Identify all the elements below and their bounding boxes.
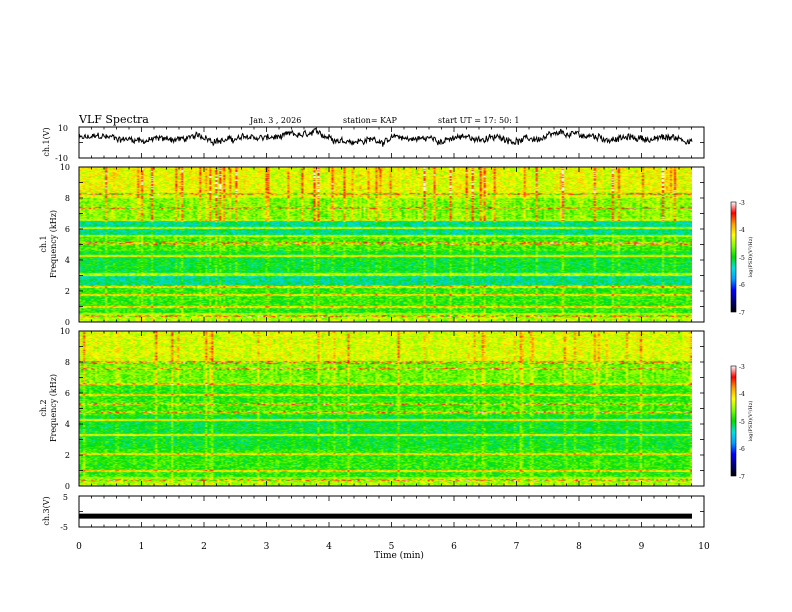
- ch2-colorbar-tick-m7: -7: [739, 474, 745, 481]
- time-tick-5: 5: [389, 542, 395, 552]
- ch2-freq-tick-10: 10: [60, 327, 70, 336]
- ch1-colorbar-label: log(PSD)(V²/Hz): [747, 237, 754, 278]
- ch2-colorbar-label: log(PSD)(V²/Hz): [747, 401, 754, 442]
- figure-title: VLF Spectra: [78, 113, 149, 126]
- ch3-ticks: [78, 495, 705, 528]
- date-label: Jan. 3 , 2026: [249, 116, 301, 125]
- ch1-freq-tick-0: 0: [65, 318, 70, 327]
- station-label: station= KAP: [343, 116, 398, 125]
- time-axis: 0 1 2 3 4 5 6 7 8 9 10 Time (min): [76, 542, 710, 561]
- ch1-colorbar-tick-m7: -7: [739, 310, 745, 317]
- ch2-colorbar-tick-m3: -3: [739, 364, 745, 371]
- ch3-ytick-bottom: -5: [60, 523, 68, 532]
- ch2-freq-tick-0: 0: [65, 482, 70, 491]
- ch1-colorbar-tick-m3: -3: [739, 200, 745, 207]
- ch1-spectrogram-ticks: [78, 166, 705, 323]
- ch1-colorbar-tick-m4: -4: [739, 227, 745, 234]
- start-time-label: start UT = 17: 50: 1: [438, 116, 519, 125]
- ch2-freq-tick-4: 4: [65, 420, 70, 429]
- ch2-colorbar-tick-m6: -6: [739, 446, 745, 453]
- ch2-colorbar-tick-m4: -4: [739, 391, 745, 398]
- ch2-freq-tick-2: 2: [65, 451, 70, 460]
- ch1-freq-tick-8: 8: [65, 194, 70, 203]
- time-tick-8: 8: [576, 542, 582, 552]
- ch2-freq-tick-6: 6: [65, 389, 70, 398]
- ch1-spectrogram-image: [79, 167, 692, 322]
- time-tick-0: 0: [76, 542, 82, 552]
- ch1-freq-tick-6: 6: [65, 225, 70, 234]
- ch1-freq-tick-2: 2: [65, 287, 70, 296]
- ch3-ytick-top: 5: [63, 493, 68, 502]
- ch1-colorbar-tick-m6: -6: [739, 282, 745, 289]
- time-tick-7: 7: [514, 542, 520, 552]
- ch1-spectrogram-panel: 0 2 4 6 8 10 ch.1 Frequency (kHz): [39, 163, 705, 327]
- time-tick-6: 6: [451, 542, 457, 552]
- ch2-colorbar-bar: [730, 365, 737, 477]
- ch1-waveform-panel: 10 -10 ch.1(V): [42, 124, 705, 163]
- ch1-ylabel: ch.1(V): [42, 127, 51, 156]
- ch1-ticks: [78, 126, 705, 159]
- time-tick-2: 2: [201, 542, 207, 552]
- ch1-colorbar-bar: [730, 201, 737, 313]
- ch1-spectrogram-ylabel: Frequency (kHz): [49, 210, 58, 278]
- ch1-freq-tick-10: 10: [60, 163, 70, 172]
- ch2-spectrogram-image: [79, 331, 692, 486]
- ch2-spectrogram-channel-label: ch.2: [39, 399, 48, 416]
- ch2-spectrogram-ylabel: Frequency (kHz): [49, 374, 58, 442]
- ch1-ytick-top: 10: [58, 124, 68, 133]
- ch2-freq-tick-8: 8: [65, 358, 70, 367]
- time-tick-10: 10: [698, 542, 710, 552]
- ch1-colorbar-tick-m5: -5: [739, 255, 745, 262]
- time-tick-3: 3: [264, 542, 270, 552]
- ch2-spectrogram-panel: 0 2 4 6 8 10 ch.2 Frequency (kHz): [39, 327, 705, 491]
- ch2-colorbar-tick-m5: -5: [739, 419, 745, 426]
- ch1-colorbar: -3 -4 -5 -6 -7 log(PSD)(V²/Hz): [730, 200, 754, 317]
- time-axis-label: Time (min): [374, 550, 424, 561]
- ch3-ylabel: ch.3(V): [42, 496, 51, 525]
- ch1-ytick-bottom: -10: [55, 154, 68, 163]
- ch1-waveform-line: [78, 127, 693, 147]
- time-tick-9: 9: [639, 542, 645, 552]
- time-tick-1: 1: [139, 542, 145, 552]
- ch1-spectrogram-channel-label: ch.1: [39, 235, 48, 252]
- time-tick-4: 4: [326, 542, 332, 552]
- ch1-freq-tick-4: 4: [65, 256, 70, 265]
- ch2-colorbar: -3 -4 -5 -6 -7 log(PSD)(V²/Hz): [730, 364, 754, 481]
- ch2-spectrogram-ticks: [78, 330, 705, 487]
- ch3-waveform-panel: 5 -5 ch.3(V): [42, 493, 705, 532]
